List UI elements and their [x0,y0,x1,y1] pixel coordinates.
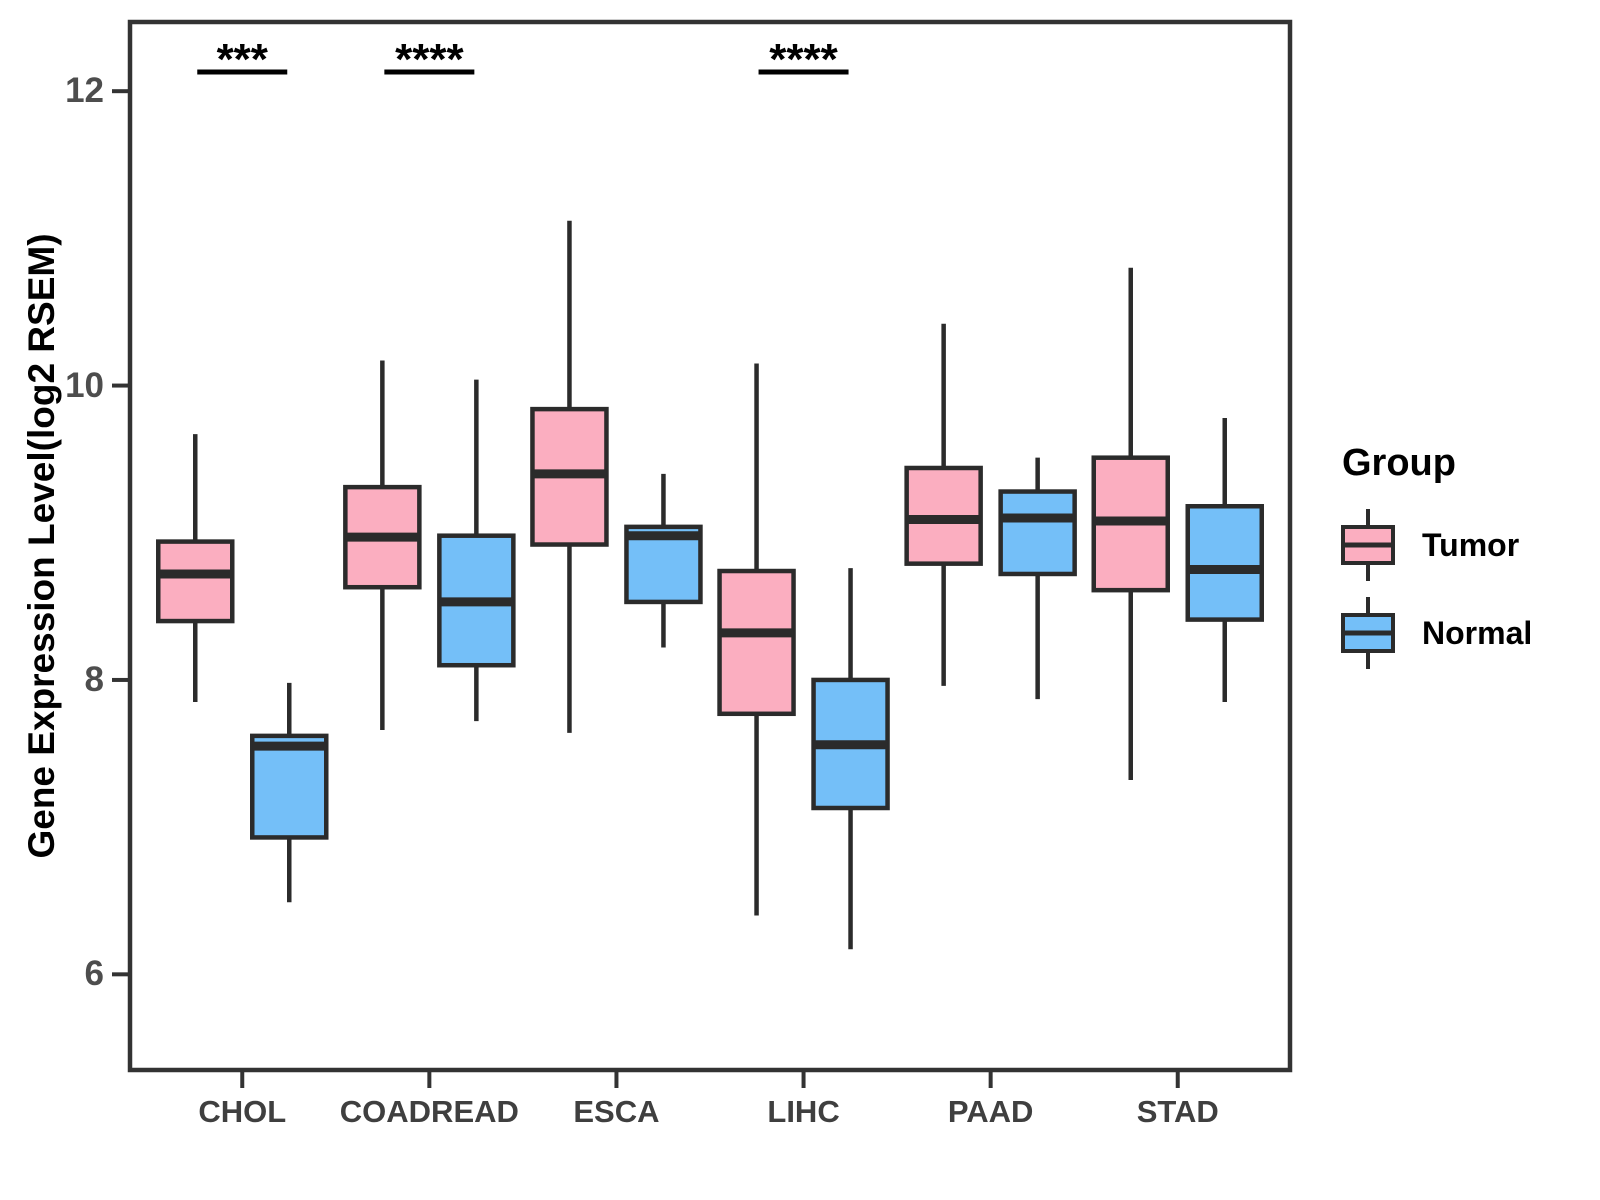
y-tick-label: 12 [65,71,104,111]
y-tick-label: 10 [65,365,104,405]
legend-item-label: Tumor [1422,526,1520,563]
significance-label: *** [216,35,268,85]
panel-border [127,19,1293,1073]
legend-item: Tumor [1340,507,1532,583]
legend-item-label: Normal [1422,614,1533,651]
box-STAD-Normal [1185,504,1264,622]
legend: Group Tumor Normal [1340,442,1532,683]
x-category-label: ESCA [573,1094,660,1129]
y-axis-title: Gene Expression Level(log2 RSEM) [21,233,62,859]
y-tick-label: 8 [84,659,104,699]
box-PAAD-Normal [998,489,1077,577]
box-LIHC-Tumor [717,568,796,717]
legend-title: Group [1342,442,1456,484]
legend-key-normal-boxplot-icon [1341,597,1395,669]
legend-key-tumor-boxplot-icon [1341,509,1395,581]
legend-item: Normal [1340,595,1532,671]
x-category-label: PAAD [947,1094,1034,1129]
y-tick-label: 6 [84,954,104,994]
box-CHOL-Tumor [156,539,235,624]
x-category-label: COADREAD [339,1094,519,1129]
x-category-label: STAD [1136,1094,1219,1129]
x-category-label: LIHC [767,1094,840,1129]
x-category-label: CHOL [198,1094,287,1129]
significance-label: **** [769,35,838,85]
significance-label: **** [395,35,464,85]
box-CHOL-Normal [250,733,329,840]
